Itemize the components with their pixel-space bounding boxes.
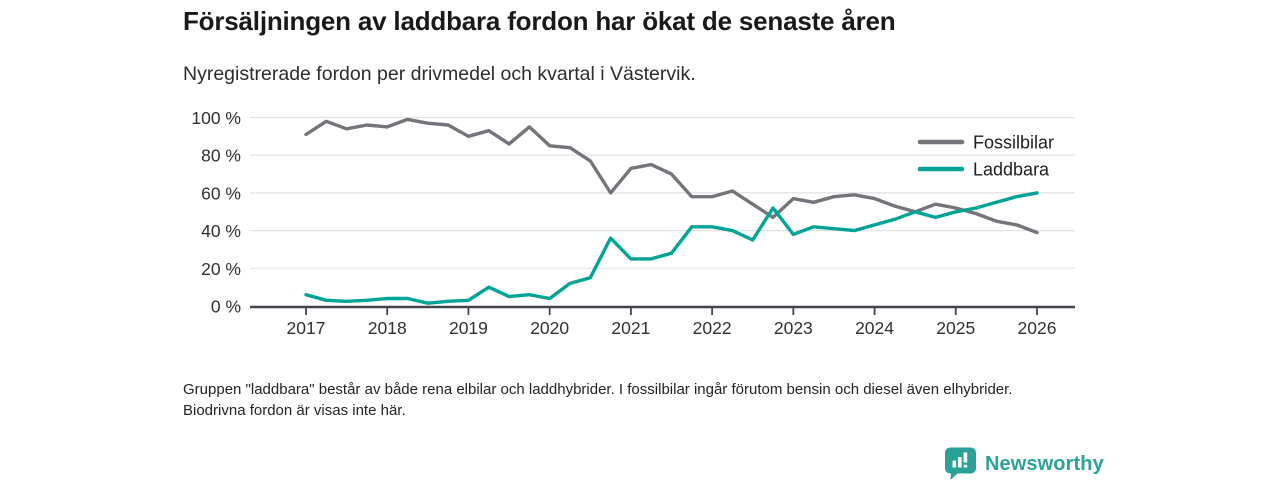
line-chart: 100 % 80 % 60 % 40 % 20 % 0 % 2017 2018 2019 202… (183, 100, 1083, 345)
y-tick-label: 80 % (201, 146, 241, 166)
x-tick-label: 2018 (368, 318, 407, 338)
gridlines (250, 116, 1075, 269)
sales-chart-svg: 100 % 80 % 60 % 40 % 20 % 0 % 2017 2018 2019 202… (191, 108, 1075, 338)
y-tick-label: 60 % (201, 183, 241, 203)
x-axis: 2017 2018 2019 2020 2021 2022 2023 2024 2025 2026 (250, 305, 1075, 338)
y-tick-label: 40 % (201, 221, 241, 241)
x-tick-label: 2021 (611, 318, 650, 338)
bar-short (952, 460, 957, 468)
laddbara-line (304, 191, 1039, 305)
y-axis-labels: 100 % 80 % 60 % 40 % 20 % 0 % (191, 108, 241, 317)
x-tick-label: 2025 (936, 318, 975, 338)
bar-dot (963, 464, 968, 468)
page-title: Försäljningen av laddbara fordon har öka… (183, 6, 896, 36)
y-tick-label: 20 % (201, 259, 241, 279)
x-tick-label: 2023 (774, 318, 813, 338)
x-tick-label: 2024 (855, 318, 894, 338)
bar-chart-badge-icon (945, 447, 976, 480)
brand-name: Newsworthy (985, 452, 1104, 475)
series-lines (304, 117, 1039, 305)
legend-label-laddbara: Laddbara (973, 160, 1050, 180)
y-tick-label: 0 % (211, 297, 241, 317)
x-tick-label: 2020 (530, 318, 569, 338)
bar-medium (958, 457, 962, 468)
newsworthy-brand: Newsworthy (945, 447, 1104, 480)
footnote: Gruppen "laddbara" består av både rena e… (183, 381, 1013, 419)
x-tick-label: 2026 (1018, 318, 1057, 338)
bar-tall (963, 452, 968, 463)
legend-label-fossilbilar: Fossilbilar (973, 133, 1054, 153)
x-tick-label: 2017 (287, 318, 326, 338)
chart-subtitle: Nyregistrerade fordon per drivmedel och … (183, 63, 696, 85)
y-tick-label: 100 % (191, 108, 241, 128)
x-tick-label: 2019 (449, 318, 488, 338)
chart-legend: Fossilbilar Laddbara (917, 133, 1054, 180)
x-tick-label: 2022 (693, 318, 732, 338)
